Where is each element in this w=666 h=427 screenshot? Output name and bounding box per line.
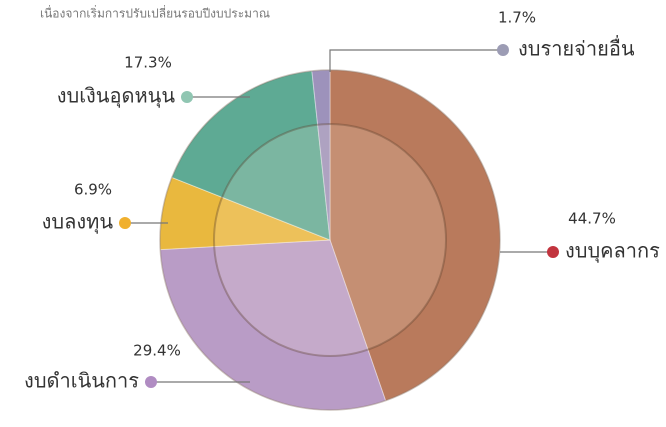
chart: เนื่องจากเริ่มการปรับเปลี่ยนรอบปีงบประมา… <box>0 0 666 427</box>
chart-subtitle: เนื่องจากเริ่มการปรับเปลี่ยนรอบปีงบประมา… <box>40 5 270 21</box>
category-label: งบลงทุน <box>42 210 114 235</box>
value-label: 44.7% <box>568 210 616 228</box>
value-label: 1.7% <box>498 9 536 27</box>
value-label: 29.4% <box>133 342 181 360</box>
value-label: 17.3% <box>124 54 172 72</box>
legend-dot <box>181 91 193 103</box>
category-label: งบรายจ่ายอื่น <box>518 35 635 61</box>
legend-dot <box>497 44 509 56</box>
category-label: งบบุคลากร <box>565 239 660 264</box>
legend-dot <box>145 376 157 388</box>
legend-dot <box>547 246 559 258</box>
category-label: งบดำเนินการ <box>24 369 139 393</box>
value-label: 6.9% <box>74 181 112 199</box>
coin-inner-rim <box>214 124 446 356</box>
leader-line <box>330 50 503 72</box>
category-label: งบเงินอุดหนุน <box>57 84 176 109</box>
legend-dot <box>119 217 131 229</box>
